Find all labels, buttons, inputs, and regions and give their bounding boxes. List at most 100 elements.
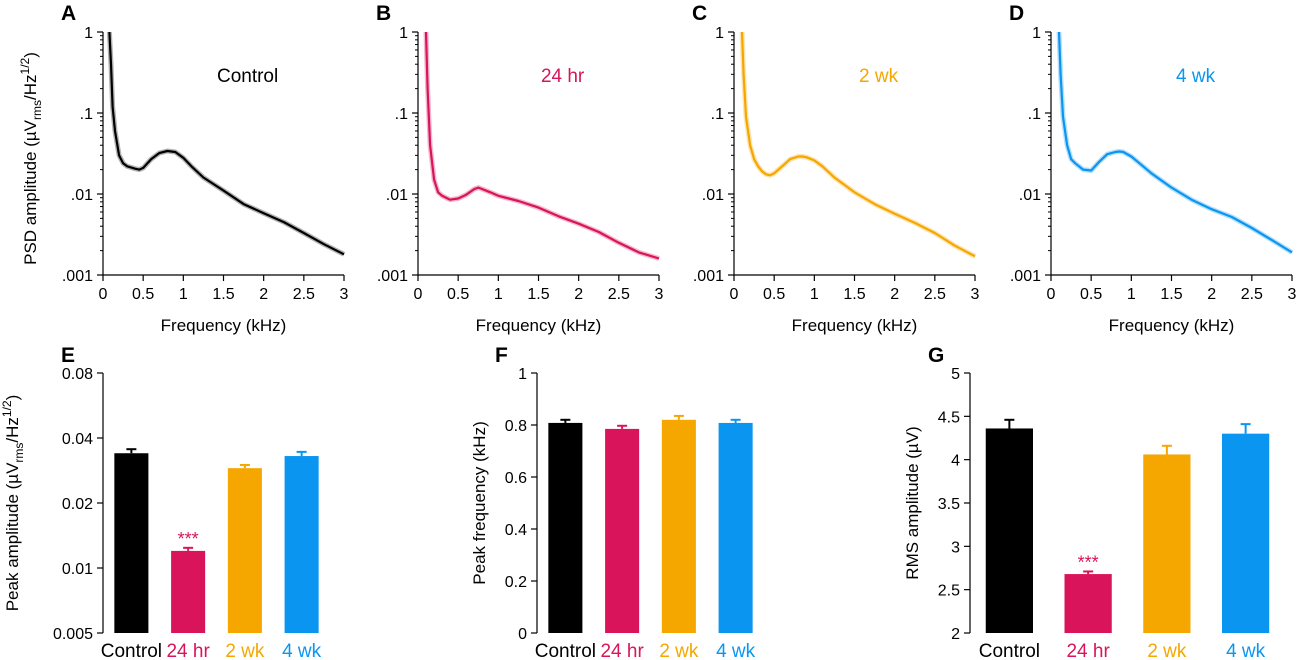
x-tick-label: 1.5	[843, 286, 865, 303]
y-tick-label: 1	[715, 25, 724, 42]
y-tick-label: .1	[1028, 106, 1041, 123]
x-tick-label: 3	[971, 286, 980, 303]
significance-marker: ***	[178, 529, 199, 549]
x-tick-label: 1.5	[1160, 286, 1182, 303]
y-axis-label-close: )	[21, 52, 40, 58]
y-tick-label: 3.5	[938, 496, 960, 513]
x-tick-label: 1	[1127, 286, 1136, 303]
x-tick-label: 3	[1288, 286, 1297, 303]
y-axis-label-sub: rms	[12, 443, 26, 463]
y-tick-label: 0.005	[53, 626, 93, 643]
x-tick-label: 0.5	[763, 286, 785, 303]
bar-control	[985, 428, 1033, 633]
series-line	[424, 31, 660, 260]
panel-label: B	[376, 2, 391, 25]
y-axis-label-close: )	[3, 395, 22, 401]
y-tick-label: 4.5	[938, 409, 960, 426]
panel-label: C	[692, 2, 707, 25]
bar-4wk	[718, 422, 753, 633]
panel-A: .001 .01 .1 1 0 0.5 1 1.5 2 2.5 3 Frequency (kHz) PS…	[18, 2, 349, 335]
y-tick-label: .001	[1010, 268, 1041, 285]
x-tick-label: 0.5	[1080, 286, 1102, 303]
y-tick-label: 1	[399, 25, 408, 42]
x-tick-label: 0	[414, 286, 423, 303]
series-line	[108, 31, 345, 256]
category-label: 4 wk	[716, 641, 756, 660]
panel-label: F	[495, 344, 508, 367]
category-label: 2 wk	[1147, 641, 1187, 660]
x-tick-label: 0.5	[447, 286, 469, 303]
y-tick-label: 0.04	[62, 431, 93, 448]
x-axis-label: Frequency (kHz)	[476, 316, 602, 335]
y-axis-label: RMS amplitude (µV)	[903, 426, 922, 579]
y-tick-label: 0.4	[505, 522, 527, 539]
x-tick-label: 0.5	[132, 286, 154, 303]
y-tick-label: 2.5	[938, 583, 960, 600]
y-axis-label-after: /Hz	[3, 417, 22, 443]
y-tick-label: .01	[1019, 187, 1041, 204]
y-tick-label: .01	[386, 187, 408, 204]
bar-24hr	[171, 550, 206, 633]
inset-label: 24 hr	[541, 66, 585, 87]
bar-4wk	[1222, 433, 1270, 633]
category-label: 2 wk	[659, 641, 699, 660]
x-tick-label: 2.5	[1241, 286, 1263, 303]
panel-label: A	[61, 2, 76, 25]
x-axis-label: Frequency (kHz)	[792, 316, 918, 335]
panel-C: .001 .01 .1 1 0 0.5 1 1.5 2 2.5 3 Frequency (kHz) 2 …	[692, 2, 980, 335]
bar-24hr	[605, 428, 640, 633]
x-tick-label: 1.5	[212, 286, 234, 303]
x-tick-label: 1	[810, 286, 819, 303]
x-tick-label: 0	[99, 286, 108, 303]
y-tick-label: .1	[395, 106, 408, 123]
x-tick-label: 2.5	[608, 286, 630, 303]
y-tick-label: 1	[518, 366, 527, 383]
y-tick-label: .01	[71, 187, 93, 204]
bar-control	[114, 453, 149, 633]
category-label: Control	[101, 641, 162, 660]
category-label: 4 wk	[1226, 641, 1266, 660]
bar-2wk	[227, 468, 262, 633]
y-axis-label-main: Peak amplitude (µV	[3, 462, 22, 611]
category-label: Control	[979, 641, 1040, 660]
y-axis-label-sup: 1/2	[0, 400, 14, 417]
x-tick-label: 1.5	[527, 286, 549, 303]
bar-2wk	[1143, 454, 1191, 633]
y-tick-label: .01	[702, 187, 724, 204]
inset-label: 2 wk	[859, 66, 899, 87]
panel-F: 0 0.2 0.4 0.6 0.8 1 Control 24 hr 2 wk 4 wk Peak f…	[470, 344, 756, 660]
category-label: 24 hr	[1066, 641, 1110, 660]
x-axis-label: Frequency (kHz)	[1109, 316, 1235, 335]
panel-label: E	[61, 344, 75, 367]
y-tick-label: 0	[518, 626, 527, 643]
bar-24hr	[1064, 574, 1112, 633]
x-tick-label: 3	[655, 286, 664, 303]
y-axis-label: PSD amplitude (µVrms/Hz1/2)	[18, 52, 44, 265]
x-tick-label: 2	[574, 286, 583, 303]
bar-4wk	[284, 456, 319, 633]
y-tick-label: 5	[951, 366, 960, 383]
y-tick-label: 0.6	[505, 470, 527, 487]
category-label: 24 hr	[600, 641, 644, 660]
y-tick-label: .1	[711, 106, 724, 123]
y-tick-label: 0.8	[505, 418, 527, 435]
y-tick-label: .1	[80, 106, 93, 123]
panel-label: D	[1009, 2, 1024, 25]
x-tick-label: 2.5	[293, 286, 315, 303]
y-tick-label: 0.2	[505, 574, 527, 591]
category-label: 24 hr	[166, 641, 210, 660]
y-tick-label: 3	[951, 539, 960, 556]
y-tick-label: .001	[693, 268, 724, 285]
x-tick-label: 2	[259, 286, 268, 303]
series-line	[1057, 31, 1293, 254]
y-tick-label: 0.01	[62, 561, 93, 578]
y-tick-label: 2	[951, 626, 960, 643]
category-label: 2 wk	[225, 641, 265, 660]
y-tick-label: 1	[1032, 25, 1041, 42]
y-axis-label: Peak amplitude (µVrms/Hz1/2)	[0, 395, 26, 612]
x-tick-label: 2.5	[924, 286, 946, 303]
panel-label: G	[928, 344, 944, 367]
y-axis-label-sup: 1/2	[18, 57, 32, 74]
y-tick-label: .001	[62, 268, 93, 285]
y-axis-label: Peak frequency (kHz)	[470, 421, 489, 584]
